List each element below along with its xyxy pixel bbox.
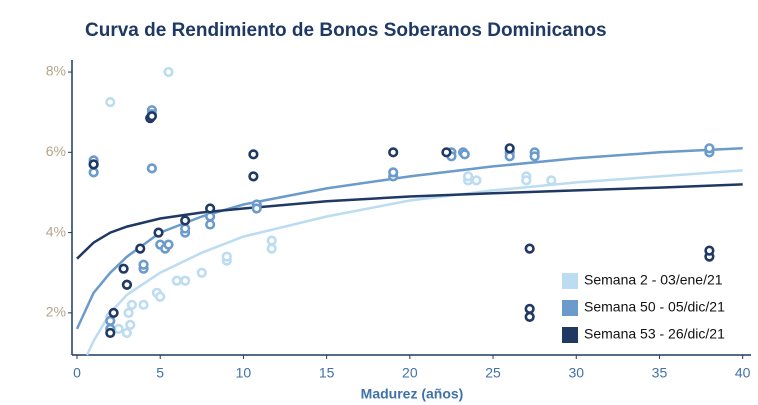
legend-swatch	[562, 273, 578, 289]
y-tick-label: 2%	[46, 304, 66, 320]
point	[504, 151, 515, 162]
point	[105, 327, 116, 339]
point	[180, 223, 191, 234]
x-tick-label: 15	[319, 365, 335, 381]
x-tick-label: 30	[568, 365, 584, 381]
point	[205, 203, 216, 214]
legend-label: Semana 53 - 26/dic/21	[584, 326, 725, 342]
point	[88, 159, 99, 170]
point	[388, 147, 399, 158]
point	[521, 175, 532, 186]
point	[248, 171, 259, 182]
point	[546, 175, 557, 186]
point	[135, 243, 146, 254]
point	[205, 211, 216, 222]
legend-swatch	[562, 327, 578, 343]
point	[524, 243, 535, 254]
y-tick-label: 6%	[46, 143, 66, 159]
point	[123, 307, 134, 318]
chart-title: Curva de Rendimiento de Bonos Soberanos …	[85, 20, 607, 41]
point	[113, 323, 124, 335]
legend-label: Semana 2 - 03/ene/21	[584, 272, 723, 288]
point	[88, 167, 99, 178]
point	[704, 245, 715, 256]
y-tick-label: 4%	[46, 223, 66, 239]
x-tick-label: 20	[402, 365, 418, 381]
point	[105, 315, 116, 326]
point	[459, 149, 470, 160]
point	[524, 303, 535, 314]
point	[126, 299, 138, 310]
y-tick-label: 8%	[46, 63, 66, 79]
x-tick-label: 10	[236, 365, 252, 381]
point	[171, 275, 182, 286]
point	[155, 291, 166, 302]
x-tick-label: 40	[735, 365, 751, 381]
point	[441, 147, 452, 158]
point	[471, 175, 482, 186]
point	[121, 279, 133, 290]
point	[118, 263, 129, 274]
legend-label: Semana 50 - 05/dic/21	[584, 299, 725, 315]
point	[196, 267, 207, 278]
point	[266, 235, 277, 246]
point	[105, 97, 116, 108]
point	[121, 327, 133, 339]
point	[180, 275, 191, 286]
point	[221, 251, 232, 262]
point	[146, 163, 157, 174]
point	[529, 151, 540, 162]
point	[266, 243, 277, 254]
legend-swatch	[562, 300, 578, 316]
point	[524, 311, 535, 322]
point	[205, 219, 216, 230]
point	[163, 66, 174, 78]
point	[504, 143, 515, 154]
point	[251, 203, 262, 214]
point	[704, 143, 715, 154]
point	[180, 215, 191, 226]
trend-line	[75, 147, 743, 330]
point	[248, 149, 259, 160]
point	[153, 227, 164, 238]
point	[138, 299, 149, 310]
x-tick-label: 35	[652, 365, 668, 381]
point	[125, 319, 136, 330]
point	[388, 167, 399, 178]
x-tick-label: 5	[156, 365, 164, 381]
x-tick-label: 25	[485, 365, 501, 381]
point	[138, 259, 149, 270]
x-axis-title: Madurez (años)	[361, 386, 464, 402]
point	[163, 239, 174, 250]
point	[108, 307, 119, 318]
point	[146, 111, 157, 122]
trend-line	[76, 183, 743, 260]
x-tick-label: 0	[73, 365, 81, 381]
point	[462, 171, 474, 182]
